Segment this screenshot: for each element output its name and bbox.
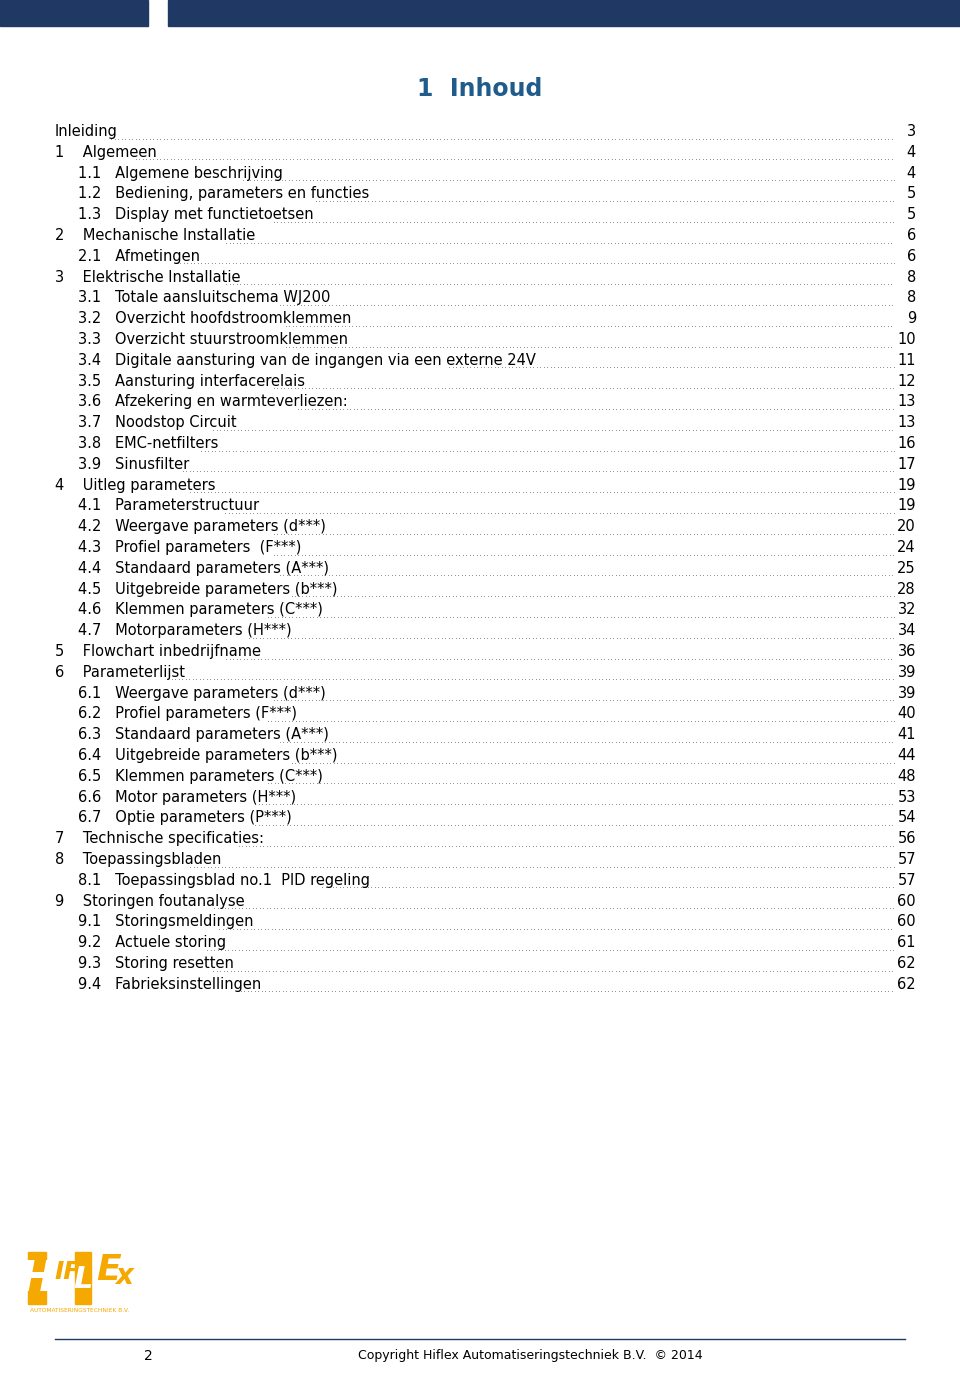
Text: 6.4   Uitgebreide parameters (b***): 6.4 Uitgebreide parameters (b***) — [78, 749, 338, 763]
Text: 13: 13 — [898, 415, 916, 431]
Text: x: x — [115, 1262, 132, 1289]
Text: 9: 9 — [907, 311, 916, 326]
Text: 3.8   EMC-netfilters: 3.8 EMC-netfilters — [78, 436, 218, 452]
Text: 1.2   Bediening, parameters en functies: 1.2 Bediening, parameters en functies — [78, 187, 370, 201]
Text: 3    Elektrische Installatie: 3 Elektrische Installatie — [55, 269, 241, 284]
Text: 6.6   Motor parameters (H***): 6.6 Motor parameters (H***) — [78, 789, 296, 804]
Text: 6.7   Optie parameters (P***): 6.7 Optie parameters (P***) — [78, 810, 292, 825]
Bar — [0, 0, 148, 26]
Text: 3.7   Noodstop Circuit: 3.7 Noodstop Circuit — [78, 415, 236, 431]
Text: 3.9   Sinusfilter: 3.9 Sinusfilter — [78, 457, 189, 471]
Text: 3.6   Afzekering en warmteverliezen:: 3.6 Afzekering en warmteverliezen: — [78, 395, 348, 410]
Text: 28: 28 — [898, 581, 916, 597]
Text: 2.1   Afmetingen: 2.1 Afmetingen — [78, 248, 200, 263]
Text: AUTOMATISERINGSTECHNIEK B.V.: AUTOMATISERINGSTECHNIEK B.V. — [30, 1308, 130, 1313]
Text: IF: IF — [54, 1260, 81, 1284]
Text: 4.6   Klemmen parameters (C***): 4.6 Klemmen parameters (C***) — [78, 602, 323, 618]
Text: 39: 39 — [898, 686, 916, 701]
Text: 36: 36 — [898, 644, 916, 659]
Text: 24: 24 — [898, 539, 916, 555]
Text: 2: 2 — [144, 1349, 153, 1363]
Text: 6.2   Profiel parameters (F***): 6.2 Profiel parameters (F***) — [78, 707, 297, 722]
Text: 48: 48 — [898, 769, 916, 783]
Text: 3.2   Overzicht hoofdstroomklemmen: 3.2 Overzicht hoofdstroomklemmen — [78, 311, 351, 326]
Text: 9.4   Fabrieksinstellingen: 9.4 Fabrieksinstellingen — [78, 977, 261, 991]
Text: 1.3   Display met functietoetsen: 1.3 Display met functietoetsen — [78, 208, 314, 222]
Text: 12: 12 — [898, 374, 916, 389]
Text: 4.3   Profiel parameters  (F***): 4.3 Profiel parameters (F***) — [78, 539, 301, 555]
Text: 20: 20 — [898, 519, 916, 534]
Text: 6    Parameterlijst: 6 Parameterlijst — [55, 665, 185, 680]
Text: 8: 8 — [907, 290, 916, 305]
Text: 1  Inhoud: 1 Inhoud — [418, 77, 542, 100]
Text: 3.3   Overzicht stuurstroomklemmen: 3.3 Overzicht stuurstroomklemmen — [78, 332, 348, 347]
Text: 60: 60 — [898, 914, 916, 930]
Text: 3.4   Digitale aansturing van de ingangen via een externe 24V: 3.4 Digitale aansturing van de ingangen … — [78, 353, 536, 368]
Text: 4.5   Uitgebreide parameters (b***): 4.5 Uitgebreide parameters (b***) — [78, 581, 338, 597]
Text: 32: 32 — [898, 602, 916, 618]
Text: 62: 62 — [898, 977, 916, 991]
Text: 60: 60 — [898, 894, 916, 909]
Text: 1.1   Algemene beschrijving: 1.1 Algemene beschrijving — [78, 166, 283, 181]
Text: 57: 57 — [898, 873, 916, 888]
Text: Inleiding: Inleiding — [55, 124, 118, 139]
Text: 6: 6 — [907, 229, 916, 243]
Text: 3: 3 — [907, 124, 916, 139]
Text: 9.2   Actuele storing: 9.2 Actuele storing — [78, 935, 227, 951]
Bar — [168, 0, 960, 26]
Text: 6.5   Klemmen parameters (C***): 6.5 Klemmen parameters (C***) — [78, 769, 323, 783]
Text: 57: 57 — [898, 852, 916, 867]
Text: 4: 4 — [907, 166, 916, 181]
Text: 3.5   Aansturing interfacerelais: 3.5 Aansturing interfacerelais — [78, 374, 305, 389]
Text: 13: 13 — [898, 395, 916, 410]
Text: 6.3   Standaard parameters (A***): 6.3 Standaard parameters (A***) — [78, 728, 329, 742]
Bar — [28, 1252, 46, 1303]
Text: H: H — [19, 1257, 55, 1301]
Text: 4.2   Weergave parameters (d***): 4.2 Weergave parameters (d***) — [78, 519, 325, 534]
Text: 10: 10 — [898, 332, 916, 347]
Text: 5    Flowchart inbedrijfname: 5 Flowchart inbedrijfname — [55, 644, 261, 659]
Text: 4: 4 — [907, 145, 916, 160]
Text: 16: 16 — [898, 436, 916, 452]
Text: 9.1   Storingsmeldingen: 9.1 Storingsmeldingen — [78, 914, 253, 930]
Text: 6.1   Weergave parameters (d***): 6.1 Weergave parameters (d***) — [78, 686, 325, 701]
Text: 62: 62 — [898, 956, 916, 972]
Text: 5: 5 — [907, 187, 916, 201]
Text: 56: 56 — [898, 831, 916, 846]
Text: 6: 6 — [907, 248, 916, 263]
Bar — [75, 1252, 91, 1303]
Text: 4    Uitleg parameters: 4 Uitleg parameters — [55, 478, 215, 492]
Text: 41: 41 — [898, 728, 916, 742]
Text: 11: 11 — [898, 353, 916, 368]
Text: 2    Mechanische Installatie: 2 Mechanische Installatie — [55, 229, 255, 243]
Text: 61: 61 — [898, 935, 916, 951]
Text: 4.4   Standaard parameters (A***): 4.4 Standaard parameters (A***) — [78, 560, 329, 576]
Text: 54: 54 — [898, 810, 916, 825]
Text: 3.1   Totale aansluitschema WJ200: 3.1 Totale aansluitschema WJ200 — [78, 290, 330, 305]
Text: 40: 40 — [898, 707, 916, 722]
Text: 8    Toepassingsbladen: 8 Toepassingsbladen — [55, 852, 222, 867]
Text: 34: 34 — [898, 623, 916, 638]
Text: 19: 19 — [898, 499, 916, 513]
Text: 4.7   Motorparameters (H***): 4.7 Motorparameters (H***) — [78, 623, 292, 638]
Text: 44: 44 — [898, 749, 916, 763]
Text: E: E — [96, 1253, 121, 1287]
Text: 19: 19 — [898, 478, 916, 492]
Text: 39: 39 — [898, 665, 916, 680]
Text: 7    Technische specificaties:: 7 Technische specificaties: — [55, 831, 264, 846]
Text: 5: 5 — [907, 208, 916, 222]
Text: 8: 8 — [907, 269, 916, 284]
Text: 4.1   Parameterstructuur: 4.1 Parameterstructuur — [78, 499, 259, 513]
Text: 9    Storingen foutanalyse: 9 Storingen foutanalyse — [55, 894, 245, 909]
Text: L: L — [73, 1264, 93, 1294]
Text: 8.1   Toepassingsblad no.1  PID regeling: 8.1 Toepassingsblad no.1 PID regeling — [78, 873, 370, 888]
Text: 1    Algemeen: 1 Algemeen — [55, 145, 156, 160]
Text: Copyright Hiflex Automatiseringstechniek B.V.  © 2014: Copyright Hiflex Automatiseringstechniek… — [358, 1349, 703, 1362]
Text: 25: 25 — [898, 560, 916, 576]
Text: 9.3   Storing resetten: 9.3 Storing resetten — [78, 956, 234, 972]
Text: 53: 53 — [898, 789, 916, 804]
Text: 17: 17 — [898, 457, 916, 471]
